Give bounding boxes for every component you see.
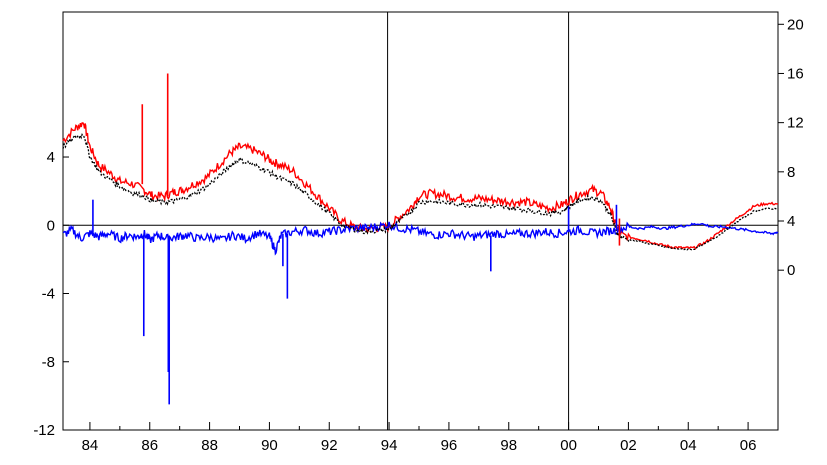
- x-axis-tick-label: 94: [381, 437, 398, 454]
- x-axis-tick-label: 02: [620, 437, 637, 454]
- right-axis-tick-label: 0: [787, 262, 795, 279]
- left-axis: -12 -8 -4 0 4: [33, 149, 69, 439]
- left-axis-tick-label: 0: [47, 217, 55, 234]
- x-axis-tick-label: 04: [680, 437, 697, 454]
- red-series-line: [62, 122, 779, 250]
- right-axis-tick-label: 20: [787, 16, 804, 33]
- x-axis-tick-label: 06: [740, 437, 757, 454]
- x-axis-tick-label: 98: [500, 437, 517, 454]
- x-axis-tick-label: 00: [560, 437, 577, 454]
- left-axis-tick-label: -4: [42, 286, 55, 303]
- x-axis-tick-label: 90: [261, 437, 278, 454]
- right-axis-tick-label: 16: [787, 65, 804, 82]
- right-axis: 0 4 8 12 16 20: [778, 16, 804, 279]
- left-axis-tick-label: 4: [47, 149, 55, 166]
- left-axis-tick-label: -8: [42, 354, 55, 371]
- blue-series-line: [62, 220, 779, 256]
- left-axis-tick-label: -12: [33, 422, 55, 439]
- right-axis-tick-label: 8: [787, 164, 795, 181]
- black-dotted-series-line: [62, 133, 779, 251]
- x-axis-tick-label: 84: [82, 437, 99, 454]
- x-axis-tick-label: 96: [441, 437, 458, 454]
- right-axis-tick-label: 12: [787, 115, 804, 132]
- series-layer: [62, 73, 779, 405]
- x-axis-tick-label: 92: [321, 437, 338, 454]
- x-axis-tick-label: 86: [141, 437, 158, 454]
- reference-lines: [63, 12, 778, 430]
- x-axis-tick-label: 88: [201, 437, 218, 454]
- x-axis: 84 86 88 90 92 94 96 98 00 02 04 06: [82, 422, 779, 454]
- plot-frame: [62, 11, 779, 431]
- right-axis-tick-label: 4: [787, 213, 795, 230]
